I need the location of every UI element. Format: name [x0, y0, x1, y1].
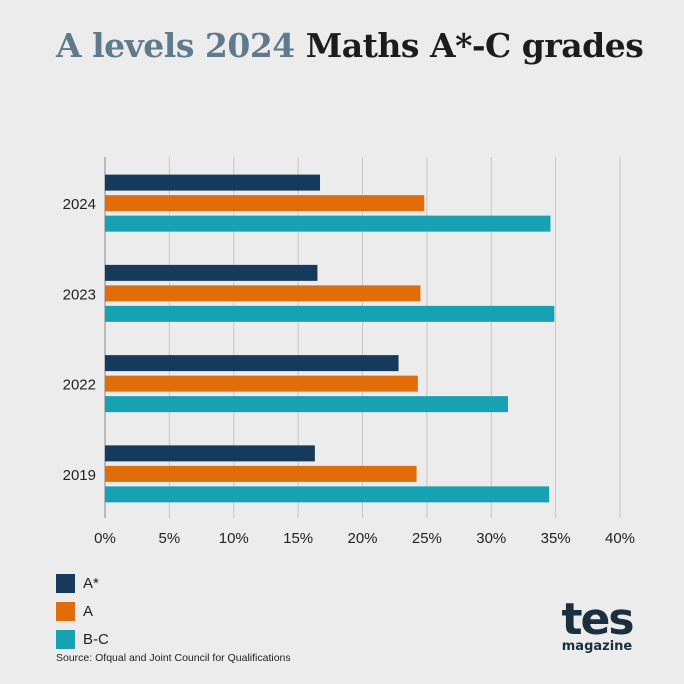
legend-swatch-a-star — [56, 573, 75, 593]
bar — [105, 445, 315, 462]
title-highlight: A levels 2024 — [56, 26, 295, 65]
logo-wordmark: tes — [561, 594, 634, 645]
legend: A* A B-C — [56, 569, 109, 653]
bar — [105, 174, 321, 191]
logo-subtitle: magazine — [561, 639, 633, 654]
legend-item-a: A — [56, 597, 109, 625]
bar — [105, 375, 418, 392]
x-tick-label: 40% — [605, 530, 635, 547]
x-tick-label: 15% — [283, 530, 313, 547]
bar — [105, 355, 399, 372]
x-tick-label: 30% — [476, 530, 506, 547]
x-tick-label: 35% — [541, 530, 571, 547]
legend-item-b-c: B-C — [56, 625, 109, 653]
bar — [105, 486, 550, 503]
legend-label-b-c: B-C — [83, 630, 109, 648]
x-tick-label: 10% — [219, 530, 249, 547]
bar — [105, 215, 551, 232]
bar — [105, 465, 417, 482]
y-category-label: 2022 — [63, 377, 96, 394]
title-main: Maths A*-C grades — [305, 26, 644, 65]
legend-label-a: A — [83, 602, 94, 620]
legend-item-a-star: A* — [56, 569, 109, 597]
bar-chart: 0% 5% 10% 15% 20% 25% 30% 35% 40% 2024 2023 2022 201… — [63, 157, 635, 547]
bar — [105, 305, 555, 322]
y-category-label: 2019 — [63, 467, 96, 484]
y-category-label: 2024 — [63, 196, 96, 213]
legend-label-a-star: A* — [83, 574, 99, 592]
x-tick-label: 0% — [94, 530, 116, 547]
bar — [105, 264, 318, 281]
x-tick-label: 25% — [412, 530, 442, 547]
x-tick-label: 5% — [159, 530, 181, 547]
bar — [105, 195, 425, 212]
bar — [105, 285, 421, 302]
legend-swatch-b-c — [56, 629, 75, 649]
x-tick-label: 20% — [347, 530, 377, 547]
bar — [105, 396, 508, 413]
chart-title: A levels 2024 Maths A*-C grades — [56, 26, 644, 65]
y-category-label: 2023 — [63, 286, 96, 303]
tes-logo: tes magazine — [560, 598, 634, 654]
source-note: Source: Ofqual and Joint Council for Qua… — [56, 652, 291, 664]
legend-swatch-a — [56, 601, 75, 621]
